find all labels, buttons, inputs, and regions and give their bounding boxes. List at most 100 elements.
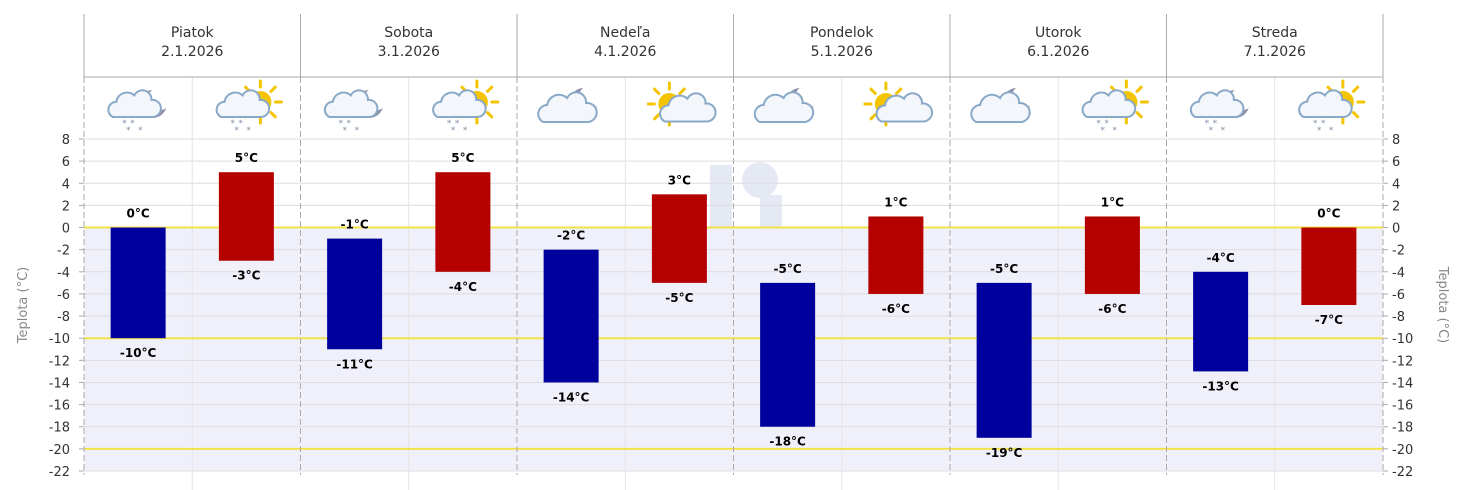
day-low-label: -6°C [1098,302,1126,316]
svg-text:*: * [246,126,251,136]
night-temperature-bar [327,238,383,350]
svg-text:*: * [1329,126,1334,136]
night-high-label: -1°C [341,218,369,232]
weather-icons: * ** ** ** ** ** ** ** ** ** ** ** ** ** * [107,79,1366,136]
day-date: 7.1.2026 [1244,44,1306,60]
day-name: Pondelok [810,25,874,41]
svg-text:*: * [447,119,452,129]
day-temperature-bar [868,216,924,294]
svg-text:*: * [339,119,344,129]
day-date: 4.1.2026 [594,44,656,60]
y-axis-title-left: Teplota (°C) [16,267,31,344]
day-temperature-bar [651,194,707,283]
svg-text:*: * [234,126,239,136]
y-tick-label-right: -12 [1392,354,1413,369]
svg-text:*: * [130,119,135,129]
y-tick-label-right: 8 [1392,133,1400,148]
y-tick-label: 4 [62,177,70,192]
night-high-label: -5°C [774,262,802,276]
svg-text:*: * [455,119,460,129]
y-tick-label: -2 [57,244,70,259]
night-high-label: -4°C [1207,251,1235,265]
y-tick-label: -22 [49,465,70,480]
y-tick-label-right: -22 [1392,465,1413,480]
y-tick-label: 2 [62,199,70,214]
night-low-label: -11°C [336,357,373,371]
day-temperature-bar [1084,216,1140,294]
night-temperature-bar [1193,271,1249,372]
y-tick-label: -12 [49,354,70,369]
y-tick-label: -8 [57,310,70,325]
day-high-label: 1°C [1101,195,1124,209]
day-high-label: 3°C [668,173,691,187]
svg-text:*: * [1205,119,1210,129]
svg-text:*: * [343,126,348,136]
night-high-label: 0°C [127,207,150,221]
svg-text:*: * [1209,126,1214,136]
day-date: 6.1.2026 [1027,44,1089,60]
night-temperature-bar [976,282,1032,438]
y-tick-label: -10 [49,332,70,347]
svg-text:*: * [1096,119,1101,129]
snow-cloud-sun-icon: * ** * [215,79,283,136]
svg-text:*: * [1104,119,1109,129]
snow-cloud-sun-icon: * ** * [1081,79,1149,136]
day-headers: Piatok 2.1.2026 Sobota 3.1.2026 Nedeľa 4.1.20… [161,25,1306,60]
day-name: Nedeľa [600,25,650,41]
svg-text:*: * [1213,119,1218,129]
svg-text:*: * [1112,126,1117,136]
y-tick-label: -14 [49,376,70,391]
day-high-label: 1°C [884,195,907,209]
day-temperature-bar [218,172,274,261]
svg-text:*: * [122,119,127,129]
svg-text:*: * [1100,126,1105,136]
day-high-label: 5°C [451,151,474,165]
y-tick-label-right: -6 [1392,288,1405,303]
svg-text:*: * [138,126,143,136]
y-tick-label: 6 [62,155,70,170]
snow-cloud-moon-icon: * ** * [1189,89,1249,136]
sun-cloud-icon [863,81,933,127]
cloud-moon-icon [537,88,598,123]
y-tick-label-right: -8 [1392,310,1405,325]
night-low-label: -10°C [120,346,157,360]
day-date: 3.1.2026 [378,44,440,60]
svg-text:*: * [463,126,468,136]
day-low-label: -6°C [882,302,910,316]
y-tick-label-right: -20 [1392,443,1413,458]
night-temperature-bar [543,249,599,383]
night-low-label: -13°C [1202,379,1239,393]
y-tick-label-right: -10 [1392,332,1413,347]
y-tick-label: 8 [62,133,70,148]
sun-cloud-icon [646,81,717,127]
temperature-bars [110,172,1357,438]
night-low-label: -14°C [553,390,590,404]
y-tick-label-right: 0 [1392,222,1400,237]
svg-text:*: * [126,126,131,136]
day-high-label: 0°C [1317,207,1340,221]
cloud-moon-icon [753,88,815,123]
y-tick-label-right: 4 [1392,177,1400,192]
y-tick-label: -16 [49,399,70,414]
y-axis-right: 8 6 4 2 0 -2 -4 -6 -8 -10 -12 -14 -16 -18 -20 -22 [1383,133,1413,480]
y-tick-label-right: -18 [1392,421,1413,436]
svg-text:*: * [230,119,235,129]
snow-cloud-moon-icon: * ** * [107,89,167,136]
snow-cloud-moon-icon: * ** * [323,89,383,136]
y-tick-label: -20 [49,443,70,458]
svg-text:*: * [355,126,360,136]
day-low-label: -4°C [449,280,477,294]
night-high-label: -5°C [990,262,1018,276]
day-low-label: -5°C [665,291,693,305]
cloud-moon-icon [970,88,1031,123]
y-tick-label-right: -14 [1392,376,1413,391]
y-tick-label-right: -16 [1392,399,1413,414]
y-tick-label: -4 [57,266,70,281]
value-labels: 0°C -10°C -1°C -11°C -2°C -14°C -5°C -18°C -5°C -… [120,151,1343,460]
day-temperature-bar [435,172,491,272]
night-low-label: -18°C [769,435,806,449]
y-tick-label-right: -2 [1392,244,1405,259]
svg-text:*: * [1321,119,1326,129]
svg-text:*: * [1221,126,1226,136]
